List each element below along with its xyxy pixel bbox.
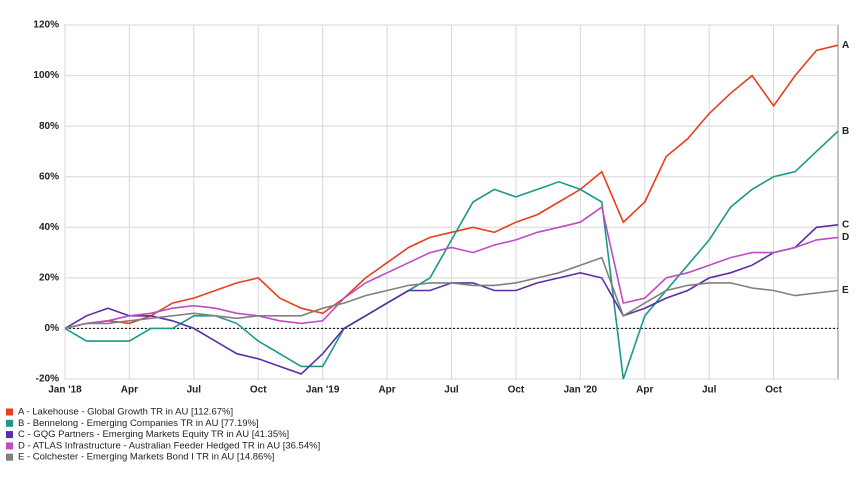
y-tick-label: 40%	[39, 222, 59, 233]
legend-swatch	[6, 419, 13, 427]
legend-label: E - Colchester - Emerging Markets Bond I…	[18, 452, 274, 463]
x-tick-label: Jan '18	[48, 385, 82, 396]
series-line	[64, 256, 839, 330]
legend: A - Lakehouse - Global Growth TR in AU […	[6, 407, 320, 463]
end-label: E	[842, 285, 849, 296]
y-tick-label: 80%	[39, 121, 59, 132]
x-tick-label: Jul	[444, 385, 459, 396]
legend-label: C - GQG Partners - Emerging Markets Equi…	[18, 429, 289, 440]
x-tick-label: Oct	[765, 385, 782, 396]
series-line	[64, 130, 839, 380]
x-tick-label: Jul	[187, 385, 202, 396]
end-label: D	[842, 232, 849, 243]
y-tick-label: -20%	[36, 374, 59, 385]
legend-swatch	[6, 408, 13, 416]
x-tick-label: Apr	[636, 385, 653, 396]
end-label: A	[842, 40, 849, 51]
legend-swatch	[6, 453, 13, 461]
legend-label: D - ATLAS Infrastructure - Australian Fe…	[18, 440, 320, 451]
end-label: C	[842, 219, 849, 230]
x-tick-label: Jan '20	[564, 385, 598, 396]
legend-swatch	[6, 442, 13, 450]
y-tick-label: 60%	[39, 171, 59, 182]
y-tick-label: 120%	[33, 20, 59, 31]
series-line	[64, 205, 839, 330]
legend-label: A - Lakehouse - Global Growth TR in AU […	[18, 407, 233, 418]
x-tick-label: Apr	[121, 385, 138, 396]
x-tick-label: Jan '19	[306, 385, 340, 396]
x-tick-label: Oct	[250, 385, 267, 396]
series-line	[64, 44, 839, 330]
end-label: B	[842, 126, 849, 137]
x-tick-label: Oct	[508, 385, 525, 396]
y-tick-label: 20%	[39, 272, 59, 283]
y-tick-label: 0%	[45, 323, 60, 334]
y-tick-label: 100%	[33, 70, 59, 81]
legend-label: B - Bennelong - Emerging Companies TR in…	[18, 418, 259, 429]
legend-swatch	[6, 431, 13, 439]
x-tick-label: Jul	[702, 385, 717, 396]
x-tick-label: Apr	[378, 385, 395, 396]
